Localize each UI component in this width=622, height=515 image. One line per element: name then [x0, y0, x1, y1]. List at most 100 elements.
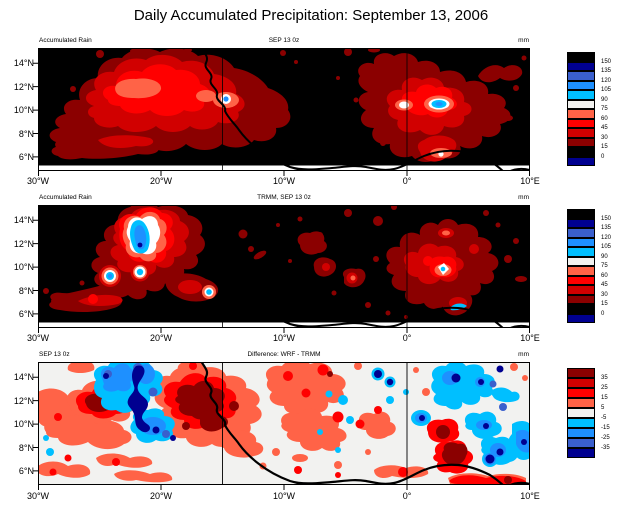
- y-tick-label: 8°N: [18, 285, 34, 296]
- colorbar-segment: [567, 275, 595, 285]
- colorbar-segment: [567, 438, 595, 448]
- panel3-units-label: mm: [518, 351, 529, 358]
- colorbar-label: 15: [601, 395, 608, 401]
- panel1-y-axis: 14°N 12°N 10°N 8°N 6°N: [2, 48, 34, 171]
- x-tick-label: 30°W: [26, 333, 50, 343]
- colorbar-segment: [567, 313, 595, 323]
- colorbar-label: 120: [601, 77, 612, 84]
- panel3-y-axis: 14°N 12°N 10°N 8°N 6°N: [2, 362, 34, 485]
- panel1-units-label: mm: [518, 37, 529, 44]
- x-tick-label: 30°W: [26, 491, 50, 501]
- panel1-header-left: Accumulated Rain: [39, 37, 92, 44]
- colorbar-label: -5: [601, 415, 607, 421]
- panel2-header: Accumulated Rain TRMM, SEP 13 0z mm: [38, 193, 530, 202]
- colorbar-label: 75: [601, 106, 608, 112]
- colorbar-segment: [567, 408, 595, 418]
- colorbar-label: -35: [601, 445, 610, 451]
- panel3-header-left: SEP 13 0z: [39, 351, 70, 358]
- colorbar-segment: [567, 388, 595, 398]
- panel2-header-left: Accumulated Rain: [39, 194, 92, 201]
- panel2-x-axis: 30°W 20°W 10°W 0° 10°E: [27, 333, 540, 345]
- wrf-precip-map: [33, 48, 530, 176]
- panel2-units-label: mm: [518, 194, 529, 201]
- panel1-header-center: SEP 13 0z: [268, 37, 300, 44]
- colorbar-segment: [567, 90, 595, 100]
- x-tick-label: 10°W: [272, 333, 296, 343]
- colorbar-segment: [567, 128, 595, 138]
- colorbar-label: 15: [601, 301, 608, 307]
- coastline: [200, 48, 530, 171]
- colorbar-segment: [567, 80, 595, 90]
- colorbar-label: -15: [601, 425, 610, 431]
- precip-fill-105-120mm: [107, 225, 147, 279]
- colorbar-label: 90: [601, 253, 608, 260]
- diff-fill-minus25-35mm: [104, 363, 507, 438]
- colorbar-segment: [567, 237, 595, 247]
- y-tick-label: 6°N: [18, 151, 34, 162]
- colorbar-segment: [567, 61, 595, 71]
- colorbar-segment: [567, 99, 595, 109]
- x-tick-label: 20°W: [149, 333, 173, 343]
- colorbar-segment: [567, 147, 595, 157]
- colorbar-segment: [567, 398, 595, 408]
- y-tick-label: 14°N: [13, 58, 34, 69]
- colorbar-segment: [567, 256, 595, 266]
- trmm-precip-map: [33, 205, 530, 333]
- y-tick-label: 14°N: [13, 372, 34, 383]
- colorbar-label: 5: [601, 405, 605, 411]
- meridian-grid-lines: [222, 362, 408, 485]
- colorbar-label: 60: [601, 272, 608, 279]
- precip-fill-105-120mm: [435, 102, 443, 106]
- colorbar-label: 25: [601, 385, 608, 391]
- panel1-colorbar: 150 135 120 105 90 75 60 45 30 15 0: [567, 52, 622, 166]
- y-tick-label: 6°N: [18, 465, 34, 476]
- colorbar-segment: [567, 285, 595, 295]
- plot-frame: [38, 205, 530, 328]
- x-tick-label: 20°W: [149, 491, 173, 501]
- axis-tick-marks: [33, 62, 530, 176]
- colorbar-label: 105: [601, 244, 612, 250]
- diff-fill-under-minus35mm: [103, 365, 527, 464]
- colorbar-segment: [567, 71, 595, 81]
- x-tick-label: 10°E: [520, 491, 540, 501]
- precip-core-west: [223, 96, 229, 102]
- y-tick-label: 8°N: [18, 128, 34, 139]
- y-tick-label: 12°N: [13, 81, 34, 92]
- meridian-grid-lines: [222, 48, 408, 171]
- x-tick-label: 0°: [402, 176, 412, 186]
- colorbar-label: 30: [601, 134, 608, 141]
- colorbar-label: 150: [601, 215, 612, 222]
- panel1-header: Accumulated Rain SEP 13 0z mm: [38, 36, 530, 45]
- colorbar-label: 30: [601, 291, 608, 298]
- coastline: [200, 205, 530, 328]
- panel3-x-axis: 30°W 20°W 10°W 0° 10°E: [27, 491, 540, 503]
- y-tick-label: 12°N: [13, 238, 34, 249]
- panel2-header-center: TRMM, SEP 13 0z: [257, 194, 311, 201]
- colorbar-segment: [567, 368, 595, 378]
- x-tick-label: 0°: [402, 333, 412, 343]
- figure-title: Daily Accumulated Precipitation: Septemb…: [133, 7, 489, 24]
- y-tick-label: 14°N: [13, 215, 34, 226]
- y-tick-label: 6°N: [18, 308, 34, 319]
- y-tick-label: 10°N: [13, 419, 34, 430]
- meridian-grid-lines: [222, 205, 408, 328]
- colorbar-label: 75: [601, 263, 608, 269]
- colorbar-label: -25: [601, 435, 610, 441]
- coastline: [200, 362, 530, 485]
- colorbar-segment: [567, 247, 595, 257]
- colorbar-label: 0: [601, 310, 605, 317]
- colorbar-segment: [567, 118, 595, 128]
- colorbar-segment: [567, 109, 595, 119]
- colorbar-label: 15: [601, 144, 608, 150]
- colorbar-segment: [567, 218, 595, 228]
- axis-tick-marks: [33, 376, 530, 490]
- colorbar-label: 120: [601, 234, 612, 241]
- x-tick-label: 20°W: [149, 176, 173, 186]
- panel3-header-center: Difference: WRF - TRMM: [247, 351, 321, 358]
- colorbar-segment: [567, 304, 595, 314]
- panel1-x-axis: 30°W 20°W 10°W 0° 10°E: [27, 176, 540, 188]
- panel2-y-axis: 14°N 12°N 10°N 8°N 6°N: [2, 205, 34, 328]
- colorbar-label: 150: [601, 58, 612, 65]
- colorbar-segment: [567, 52, 595, 62]
